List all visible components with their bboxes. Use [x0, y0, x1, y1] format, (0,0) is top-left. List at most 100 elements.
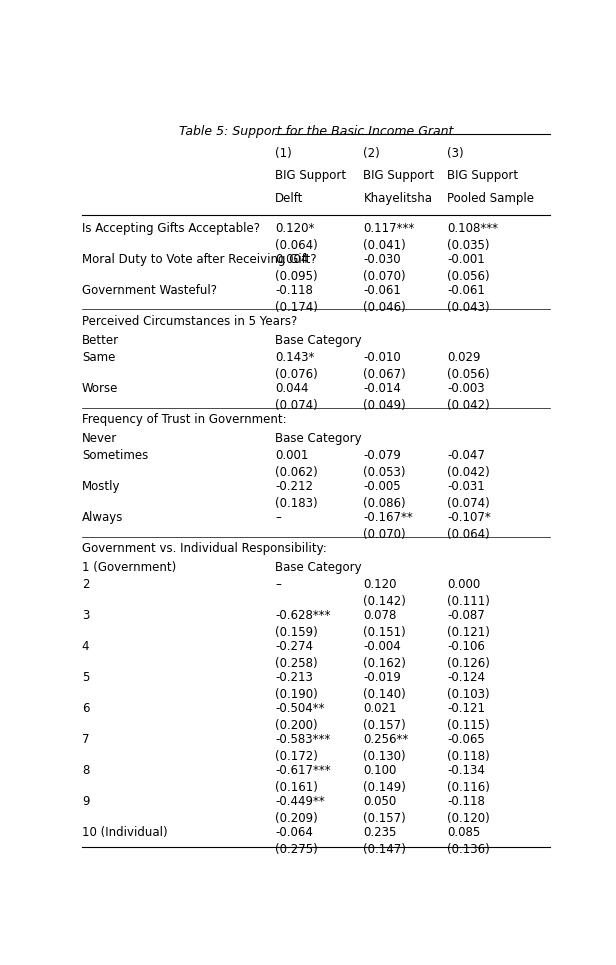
- Text: Government vs. Individual Responsibility:: Government vs. Individual Responsibility…: [82, 542, 326, 555]
- Text: -0.617***: -0.617***: [275, 764, 331, 777]
- Text: -0.047: -0.047: [447, 449, 485, 462]
- Text: -0.628***: -0.628***: [275, 609, 331, 622]
- Text: Worse: Worse: [82, 382, 118, 395]
- Text: Base Category: Base Category: [275, 432, 362, 445]
- Text: -0.107*: -0.107*: [447, 511, 491, 524]
- Text: 0.120*: 0.120*: [275, 222, 315, 234]
- Text: (0.120): (0.120): [447, 812, 490, 825]
- Text: (0.095): (0.095): [275, 269, 318, 283]
- Text: (0.118): (0.118): [447, 750, 490, 763]
- Text: –: –: [275, 578, 281, 592]
- Text: (0.147): (0.147): [363, 842, 407, 856]
- Text: (0.035): (0.035): [447, 238, 490, 252]
- Text: -0.003: -0.003: [447, 382, 485, 395]
- Text: Perceived Circumstances in 5 Years?: Perceived Circumstances in 5 Years?: [82, 316, 297, 328]
- Text: Sometimes: Sometimes: [82, 449, 148, 462]
- Text: (0.209): (0.209): [275, 812, 318, 825]
- Text: (0.086): (0.086): [363, 497, 406, 510]
- Text: 8: 8: [82, 764, 89, 777]
- Text: 0.120: 0.120: [363, 578, 397, 592]
- Text: -0.061: -0.061: [363, 284, 401, 297]
- Text: 10 (Individual): 10 (Individual): [82, 826, 168, 840]
- Text: -0.079: -0.079: [363, 449, 401, 462]
- Text: 6: 6: [82, 703, 89, 715]
- Text: -0.213: -0.213: [275, 672, 313, 684]
- Text: -0.031: -0.031: [447, 481, 485, 493]
- Text: 3: 3: [82, 609, 89, 622]
- Text: (0.151): (0.151): [363, 626, 406, 639]
- Text: (0.159): (0.159): [275, 626, 318, 639]
- Text: (0.103): (0.103): [447, 688, 490, 701]
- Text: (2): (2): [363, 147, 380, 160]
- Text: (0.121): (0.121): [447, 626, 490, 639]
- Text: 1 (Government): 1 (Government): [82, 562, 176, 574]
- Text: (0.190): (0.190): [275, 688, 318, 701]
- Text: (0.157): (0.157): [363, 719, 406, 731]
- Text: (0.067): (0.067): [363, 368, 406, 381]
- Text: 4: 4: [82, 640, 89, 653]
- Text: (0.042): (0.042): [447, 466, 490, 479]
- Text: 0.235: 0.235: [363, 826, 397, 840]
- Text: 7: 7: [82, 733, 89, 746]
- Text: 0.044: 0.044: [275, 382, 309, 395]
- Text: (0.056): (0.056): [447, 368, 490, 381]
- Text: (0.161): (0.161): [275, 781, 318, 794]
- Text: -0.087: -0.087: [447, 609, 485, 622]
- Text: (0.062): (0.062): [275, 466, 318, 479]
- Text: 9: 9: [82, 795, 89, 809]
- Text: -0.005: -0.005: [363, 481, 401, 493]
- Text: (0.157): (0.157): [363, 812, 406, 825]
- Text: -0.124: -0.124: [447, 672, 485, 684]
- Text: -0.014: -0.014: [363, 382, 401, 395]
- Text: (0.275): (0.275): [275, 842, 318, 856]
- Text: (0.149): (0.149): [363, 781, 407, 794]
- Text: -0.134: -0.134: [447, 764, 485, 777]
- Text: (0.174): (0.174): [275, 300, 318, 314]
- Text: (0.142): (0.142): [363, 595, 407, 608]
- Text: -0.001: -0.001: [447, 253, 485, 266]
- Text: –: –: [275, 511, 281, 524]
- Text: (0.074): (0.074): [447, 497, 490, 510]
- Text: -0.061: -0.061: [447, 284, 485, 297]
- Text: (0.258): (0.258): [275, 657, 318, 670]
- Text: Delft: Delft: [275, 192, 304, 205]
- Text: 0.256**: 0.256**: [363, 733, 408, 746]
- Text: -0.583***: -0.583***: [275, 733, 330, 746]
- Text: (0.076): (0.076): [275, 368, 318, 381]
- Text: Khayelitsha: Khayelitsha: [363, 192, 432, 205]
- Text: 0.085: 0.085: [447, 826, 480, 840]
- Text: (0.116): (0.116): [447, 781, 490, 794]
- Text: Table 5: Support for the Basic Income Grant: Table 5: Support for the Basic Income Gr…: [179, 124, 453, 138]
- Text: -0.274: -0.274: [275, 640, 313, 653]
- Text: -0.106: -0.106: [447, 640, 485, 653]
- Text: (0.041): (0.041): [363, 238, 406, 252]
- Text: (0.115): (0.115): [447, 719, 490, 731]
- Text: 0.001: 0.001: [275, 449, 309, 462]
- Text: -0.065: -0.065: [447, 733, 485, 746]
- Text: 0.004: 0.004: [275, 253, 309, 266]
- Text: -0.019: -0.019: [363, 672, 401, 684]
- Text: 0.078: 0.078: [363, 609, 397, 622]
- Text: Is Accepting Gifts Acceptable?: Is Accepting Gifts Acceptable?: [82, 222, 260, 234]
- Text: 0.143*: 0.143*: [275, 351, 315, 364]
- Text: BIG Support: BIG Support: [363, 169, 434, 182]
- Text: Never: Never: [82, 432, 117, 445]
- Text: (0.049): (0.049): [363, 399, 406, 412]
- Text: 2: 2: [82, 578, 89, 592]
- Text: -0.004: -0.004: [363, 640, 401, 653]
- Text: -0.010: -0.010: [363, 351, 401, 364]
- Text: (0.064): (0.064): [447, 528, 490, 540]
- Text: (0.064): (0.064): [275, 238, 318, 252]
- Text: -0.449**: -0.449**: [275, 795, 325, 809]
- Text: (0.183): (0.183): [275, 497, 318, 510]
- Text: Same: Same: [82, 351, 115, 364]
- Text: Base Category: Base Category: [275, 334, 362, 347]
- Text: Pooled Sample: Pooled Sample: [447, 192, 534, 205]
- Text: (0.200): (0.200): [275, 719, 318, 731]
- Text: 5: 5: [82, 672, 89, 684]
- Text: -0.118: -0.118: [275, 284, 313, 297]
- Text: (0.046): (0.046): [363, 300, 406, 314]
- Text: (0.172): (0.172): [275, 750, 318, 763]
- Text: -0.212: -0.212: [275, 481, 313, 493]
- Text: (0.126): (0.126): [447, 657, 490, 670]
